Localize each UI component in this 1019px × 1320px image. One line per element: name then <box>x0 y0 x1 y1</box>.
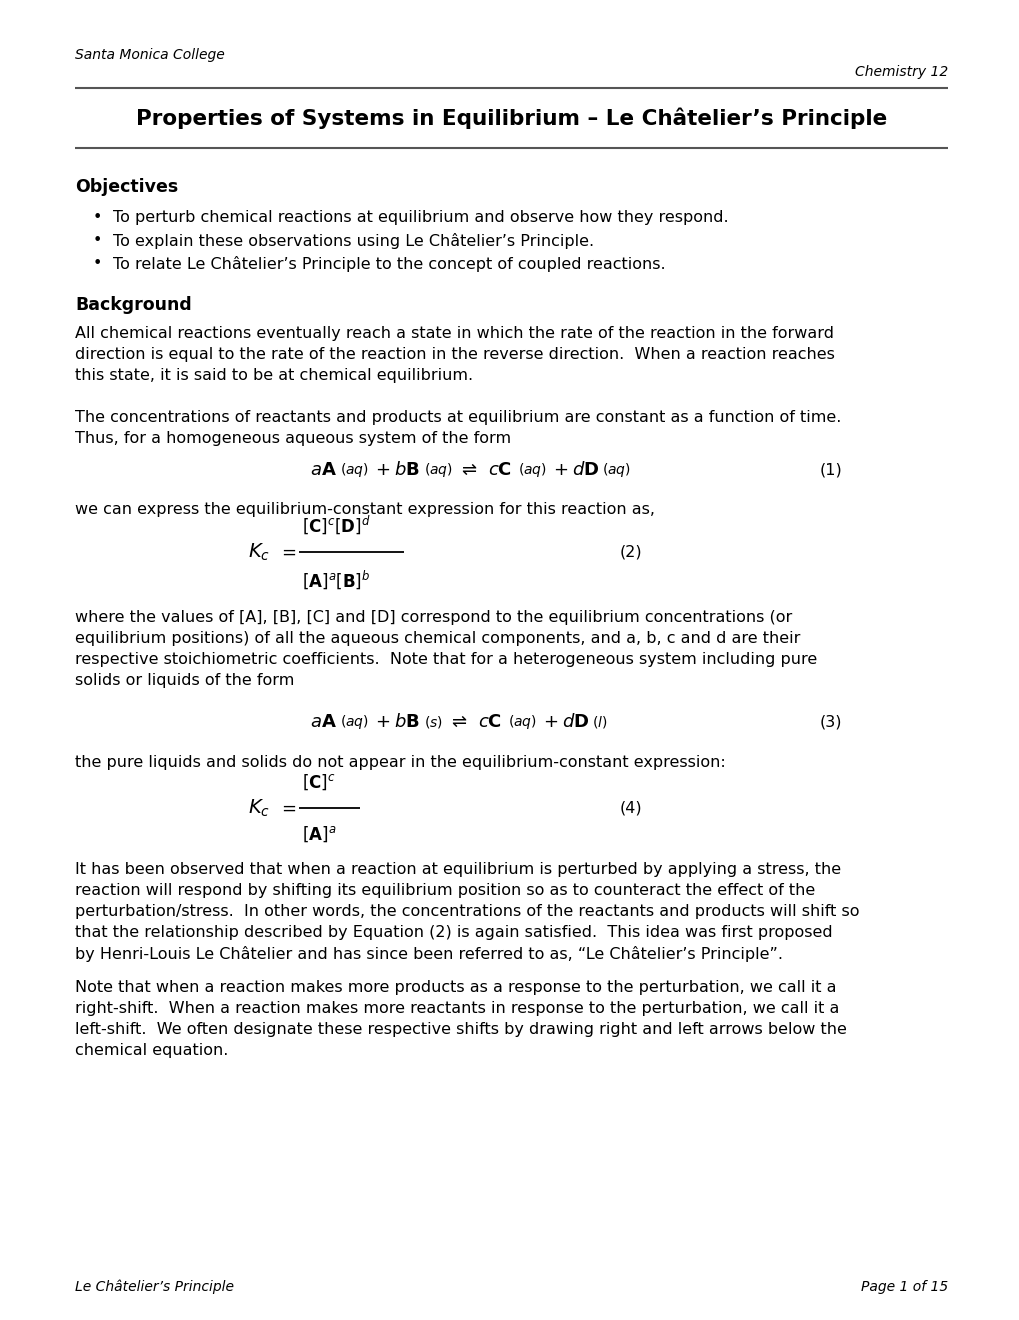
Text: where the values of [A], [B], [C] and [D] correspond to the equilibrium concentr: where the values of [A], [B], [C] and [D… <box>75 610 792 624</box>
Text: $[\mathbf{A}]^{a}[\mathbf{B}]^{b}$: $[\mathbf{A}]^{a}[\mathbf{B}]^{b}$ <box>302 568 370 591</box>
Text: Page 1 of 15: Page 1 of 15 <box>860 1280 947 1294</box>
Text: $a\mathbf{A}$: $a\mathbf{A}$ <box>310 713 336 731</box>
Text: $K_c$: $K_c$ <box>248 797 270 818</box>
Text: we can express the equilibrium-constant expression for this reaction as,: we can express the equilibrium-constant … <box>75 502 654 517</box>
Text: Le Châtelier’s Principle: Le Châtelier’s Principle <box>75 1280 233 1295</box>
Text: To relate Le Châtelier’s Principle to the concept of coupled reactions.: To relate Le Châtelier’s Principle to th… <box>113 256 665 272</box>
Text: $\rightleftharpoons$: $\rightleftharpoons$ <box>447 713 468 731</box>
Text: $=$: $=$ <box>278 799 297 817</box>
Text: $(aq)$: $(aq)$ <box>424 461 452 479</box>
Text: $+$: $+$ <box>542 713 557 731</box>
Text: right-shift.  When a reaction makes more reactants in response to the perturbati: right-shift. When a reaction makes more … <box>75 1001 839 1016</box>
Text: $K_c$: $K_c$ <box>248 541 270 562</box>
Text: Properties of Systems in Equilibrium – Le Châtelier’s Principle: Properties of Systems in Equilibrium – L… <box>136 107 887 129</box>
Text: Santa Monica College: Santa Monica College <box>75 48 224 62</box>
Text: respective stoichiometric coefficients.  Note that for a heterogeneous system in: respective stoichiometric coefficients. … <box>75 652 816 667</box>
Text: Chemistry 12: Chemistry 12 <box>854 65 947 79</box>
Text: To perturb chemical reactions at equilibrium and observe how they respond.: To perturb chemical reactions at equilib… <box>113 210 728 224</box>
Text: (3): (3) <box>819 714 842 730</box>
Text: $a\mathbf{A}$: $a\mathbf{A}$ <box>310 461 336 479</box>
Text: (4): (4) <box>620 800 642 816</box>
Text: •: • <box>93 210 102 224</box>
Text: $d\mathbf{D}$: $d\mathbf{D}$ <box>561 713 589 731</box>
Text: Note that when a reaction makes more products as a response to the perturbation,: Note that when a reaction makes more pro… <box>75 979 836 995</box>
Text: $=$: $=$ <box>278 543 297 561</box>
Text: $[\mathbf{A}]^{a}$: $[\mathbf{A}]^{a}$ <box>302 824 336 843</box>
Text: left-shift.  We often designate these respective shifts by drawing right and lef: left-shift. We often designate these res… <box>75 1022 846 1038</box>
Text: $(aq)$: $(aq)$ <box>339 461 369 479</box>
Text: (2): (2) <box>620 544 642 560</box>
Text: $c\mathbf{C}$: $c\mathbf{C}$ <box>487 461 512 479</box>
Text: $+$: $+$ <box>375 713 389 731</box>
Text: Objectives: Objectives <box>75 178 178 195</box>
Text: $c\mathbf{C}$: $c\mathbf{C}$ <box>478 713 501 731</box>
Text: $+$: $+$ <box>552 461 568 479</box>
Text: perturbation/stress.  In other words, the concentrations of the reactants and pr: perturbation/stress. In other words, the… <box>75 904 859 919</box>
Text: the pure liquids and solids do not appear in the equilibrium-constant expression: the pure liquids and solids do not appea… <box>75 755 726 770</box>
Text: To explain these observations using Le Châtelier’s Principle.: To explain these observations using Le C… <box>113 234 593 249</box>
Text: (1): (1) <box>819 462 842 478</box>
Text: $[\mathbf{C}]^{c}[\mathbf{D}]^{d}$: $[\mathbf{C}]^{c}[\mathbf{D}]^{d}$ <box>302 513 370 536</box>
Text: reaction will respond by shifting its equilibrium position so as to counteract t: reaction will respond by shifting its eq… <box>75 883 814 898</box>
Text: $(aq)$: $(aq)$ <box>518 461 546 479</box>
Text: $(s)$: $(s)$ <box>424 714 442 730</box>
Text: $(aq)$: $(aq)$ <box>507 713 536 731</box>
Text: It has been observed that when a reaction at equilibrium is perturbed by applyin: It has been observed that when a reactio… <box>75 862 841 876</box>
Text: $(aq)$: $(aq)$ <box>339 713 369 731</box>
Text: $[\mathbf{C}]^{c}$: $[\mathbf{C}]^{c}$ <box>302 772 335 792</box>
Text: $(l)$: $(l)$ <box>591 714 607 730</box>
Text: •: • <box>93 234 102 248</box>
Text: solids or liquids of the form: solids or liquids of the form <box>75 673 294 688</box>
Text: $\rightleftharpoons$: $\rightleftharpoons$ <box>458 461 477 479</box>
Text: direction is equal to the rate of the reaction in the reverse direction.  When a: direction is equal to the rate of the re… <box>75 347 835 362</box>
Text: this state, it is said to be at chemical equilibrium.: this state, it is said to be at chemical… <box>75 368 473 383</box>
Text: $+$: $+$ <box>375 461 389 479</box>
Text: $(aq)$: $(aq)$ <box>601 461 631 479</box>
Text: All chemical reactions eventually reach a state in which the rate of the reactio: All chemical reactions eventually reach … <box>75 326 834 341</box>
Text: by Henri-Louis Le Châtelier and has since been referred to as, “Le Châtelier’s P: by Henri-Louis Le Châtelier and has sinc… <box>75 946 783 962</box>
Text: $b\mathbf{B}$: $b\mathbf{B}$ <box>393 461 420 479</box>
Text: •: • <box>93 256 102 271</box>
Text: Thus, for a homogeneous aqueous system of the form: Thus, for a homogeneous aqueous system o… <box>75 432 511 446</box>
Text: chemical equation.: chemical equation. <box>75 1043 228 1059</box>
Text: $b\mathbf{B}$: $b\mathbf{B}$ <box>393 713 420 731</box>
Text: equilibrium positions) of all the aqueous chemical components, and a, b, c and d: equilibrium positions) of all the aqueou… <box>75 631 800 645</box>
Text: Background: Background <box>75 296 192 314</box>
Text: $d\mathbf{D}$: $d\mathbf{D}$ <box>572 461 599 479</box>
Text: The concentrations of reactants and products at equilibrium are constant as a fu: The concentrations of reactants and prod… <box>75 411 841 425</box>
Text: that the relationship described by Equation (2) is again satisfied.  This idea w: that the relationship described by Equat… <box>75 925 832 940</box>
